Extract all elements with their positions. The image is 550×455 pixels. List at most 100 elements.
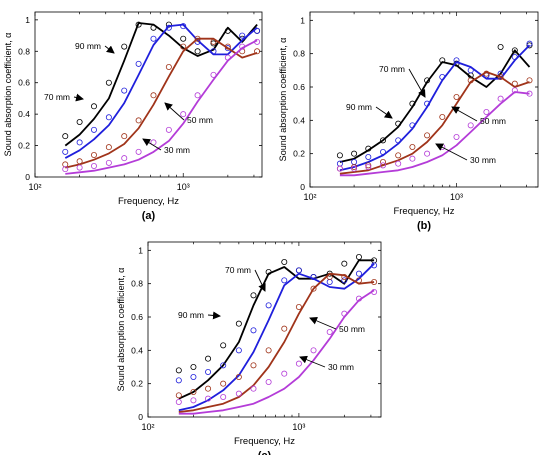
panel-label: (b): [417, 220, 431, 232]
measured-point-30-mm: [121, 155, 128, 162]
measured-point-70-mm: [121, 87, 128, 94]
measured-point-70-mm: [365, 153, 372, 160]
measured-point-70-mm: [150, 35, 157, 42]
y-tick-label: 0.4: [18, 109, 30, 119]
measured-point-30-mm: [105, 159, 112, 166]
measured-point-90-mm: [121, 43, 128, 50]
x-tick-label: 10²: [141, 422, 154, 432]
model-line-50-mm: [65, 37, 258, 169]
y-tick-label: 0.2: [293, 149, 305, 159]
measured-point-90-mm: [336, 152, 343, 159]
measured-point-90-mm: [62, 133, 69, 140]
measured-point-90-mm: [194, 48, 201, 55]
measured-point-70-mm: [105, 114, 112, 121]
measured-point-70-mm: [135, 60, 142, 67]
measured-point-70-mm: [250, 327, 257, 334]
measured-point-30-mm: [326, 328, 333, 335]
x-tick-label: 10³: [177, 182, 190, 192]
y-tick-label: 1: [138, 245, 143, 255]
y-tick-label: 0: [138, 412, 143, 422]
x-tick-label: 10²: [28, 182, 41, 192]
measured-point-30-mm: [180, 111, 187, 118]
measured-point-90-mm: [341, 260, 348, 267]
measured-point-30-mm: [497, 95, 504, 102]
y-tick-label: 1: [300, 15, 305, 25]
measured-point-50-mm: [121, 133, 128, 140]
measured-point-50-mm: [295, 303, 302, 310]
measured-point-50-mm: [180, 43, 187, 50]
measured-point-30-mm: [265, 378, 272, 385]
annotation-50-mm: 50 mm: [187, 115, 213, 125]
measured-point-70-mm: [355, 270, 362, 277]
y-tick-label: 0.2: [131, 379, 143, 389]
measured-point-90-mm: [220, 342, 227, 349]
measured-point-90-mm: [180, 35, 187, 42]
measured-point-70-mm: [281, 277, 288, 284]
y-tick-label: 0: [300, 182, 305, 192]
y-tick-label: 0: [25, 172, 30, 182]
measured-point-50-mm: [265, 347, 272, 354]
measured-point-90-mm: [76, 119, 83, 126]
annotation-70-mm: 70 mm: [379, 64, 405, 74]
model-line-30-mm: [178, 289, 375, 415]
measured-point-50-mm: [409, 143, 416, 150]
model-line-50-mm: [339, 71, 530, 175]
x-axis-label: Frequency, Hz: [393, 206, 454, 217]
measured-point-50-mm: [175, 392, 182, 399]
annotation-30-mm: 30 mm: [470, 155, 496, 165]
model-line-50-mm: [178, 272, 375, 413]
annotation-arrow-90-mm: [104, 45, 115, 54]
measured-point-70-mm: [90, 126, 97, 133]
measured-point-30-mm: [135, 148, 142, 155]
y-tick-label: 1: [25, 15, 30, 25]
measured-point-70-mm: [341, 277, 348, 284]
measured-point-30-mm: [395, 160, 402, 167]
measured-point-30-mm: [483, 109, 490, 116]
measured-point-70-mm: [76, 139, 83, 146]
measured-point-70-mm: [220, 362, 227, 369]
annotation-70-mm: 70 mm: [225, 265, 251, 275]
measured-point-90-mm: [105, 79, 112, 86]
measured-point-50-mm: [439, 114, 446, 121]
measured-point-30-mm: [235, 390, 242, 397]
y-axis-label: Sound absorption coefficient, α: [116, 268, 126, 392]
measured-point-30-mm: [175, 398, 182, 405]
annotation-arrow-70-mm: [73, 93, 84, 102]
measured-point-90-mm: [497, 44, 504, 51]
annotation-arrow-70-mm: [408, 68, 426, 98]
model-line-30-mm: [65, 39, 258, 175]
measured-point-70-mm: [326, 278, 333, 285]
annotation-70-mm: 70 mm: [44, 92, 70, 102]
measured-point-50-mm: [424, 132, 431, 139]
measured-point-90-mm: [205, 355, 212, 362]
measured-point-30-mm: [310, 347, 317, 354]
measured-point-50-mm: [150, 92, 157, 99]
measured-point-50-mm: [395, 152, 402, 159]
chart-panel-b: 0 0.2 0.4 0.6 0.8 1 10² 10³ Frequency, Hz Sound a…: [278, 11, 539, 232]
annotation-arrow-50-mm: [164, 102, 185, 121]
x-tick-label: 10³: [292, 422, 305, 432]
measured-point-70-mm: [295, 267, 302, 274]
annotation-30-mm: 30 mm: [328, 362, 354, 372]
measured-point-70-mm: [351, 158, 358, 165]
model-line-30-mm: [339, 91, 530, 177]
measured-point-50-mm: [281, 325, 288, 332]
annotation-arrow-90-mm: [207, 311, 221, 320]
measured-point-30-mm: [190, 397, 197, 404]
measured-point-30-mm: [62, 166, 69, 173]
y-tick-label: 0.6: [131, 312, 143, 322]
measured-point-30-mm: [220, 393, 227, 400]
y-tick-label: 0.6: [293, 82, 305, 92]
model-line-70-mm: [178, 263, 375, 412]
annotation-50-mm: 50 mm: [480, 116, 506, 126]
annotation-arrow-90-mm: [375, 106, 393, 119]
annotation-arrow-30-mm: [299, 355, 326, 368]
measured-point-90-mm: [235, 320, 242, 327]
y-tick-label: 0.6: [18, 78, 30, 88]
measured-point-70-mm: [265, 302, 272, 309]
chart-panel-a: 0 0.2 0.4 0.6 0.8 1 10² 10³ Frequency, Hz Sound a…: [3, 11, 263, 222]
y-tick-label: 0.8: [131, 279, 143, 289]
y-tick-label: 0.4: [293, 115, 305, 125]
measured-point-30-mm: [295, 360, 302, 367]
plot-frame: [147, 241, 382, 418]
